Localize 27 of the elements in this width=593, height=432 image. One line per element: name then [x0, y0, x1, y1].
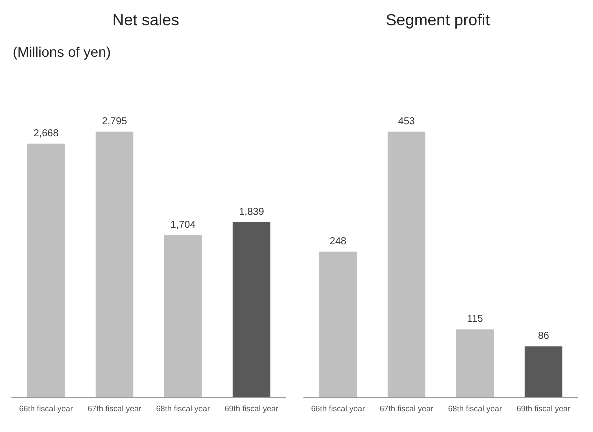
data-label: 2,668	[34, 128, 60, 140]
chart-subtitle: (Millions of yen)	[13, 44, 112, 60]
data-label: 2,795	[102, 116, 128, 128]
x-tick-label: 67th fiscal year	[380, 404, 434, 414]
data-label: 1,839	[239, 207, 265, 218]
data-label: 86	[538, 331, 550, 342]
bar	[96, 132, 134, 397]
x-tick-label: 66th fiscal year	[19, 404, 74, 414]
bar	[388, 132, 426, 397]
data-label: 115	[467, 314, 484, 326]
data-label: 248	[330, 236, 348, 248]
data-label: 453	[398, 116, 416, 128]
x-tick-label: 67th fiscal year	[88, 404, 142, 414]
bar	[456, 330, 494, 397]
x-tick-label: 66th fiscal year	[311, 404, 366, 414]
bar	[319, 252, 358, 397]
bar	[524, 346, 563, 397]
bar	[164, 235, 202, 397]
bar	[27, 144, 66, 397]
x-tick-label: 68th fiscal year	[156, 404, 210, 414]
chart-title: Net sales	[112, 12, 180, 30]
x-tick-label: 69th fiscal year	[224, 404, 279, 414]
x-tick-label: 68th fiscal year	[448, 404, 502, 414]
x-tick-label: 69th fiscal year	[516, 404, 571, 414]
data-label: 1,704	[170, 220, 196, 231]
chart-title: Segment profit	[386, 12, 491, 30]
bar	[232, 222, 271, 397]
